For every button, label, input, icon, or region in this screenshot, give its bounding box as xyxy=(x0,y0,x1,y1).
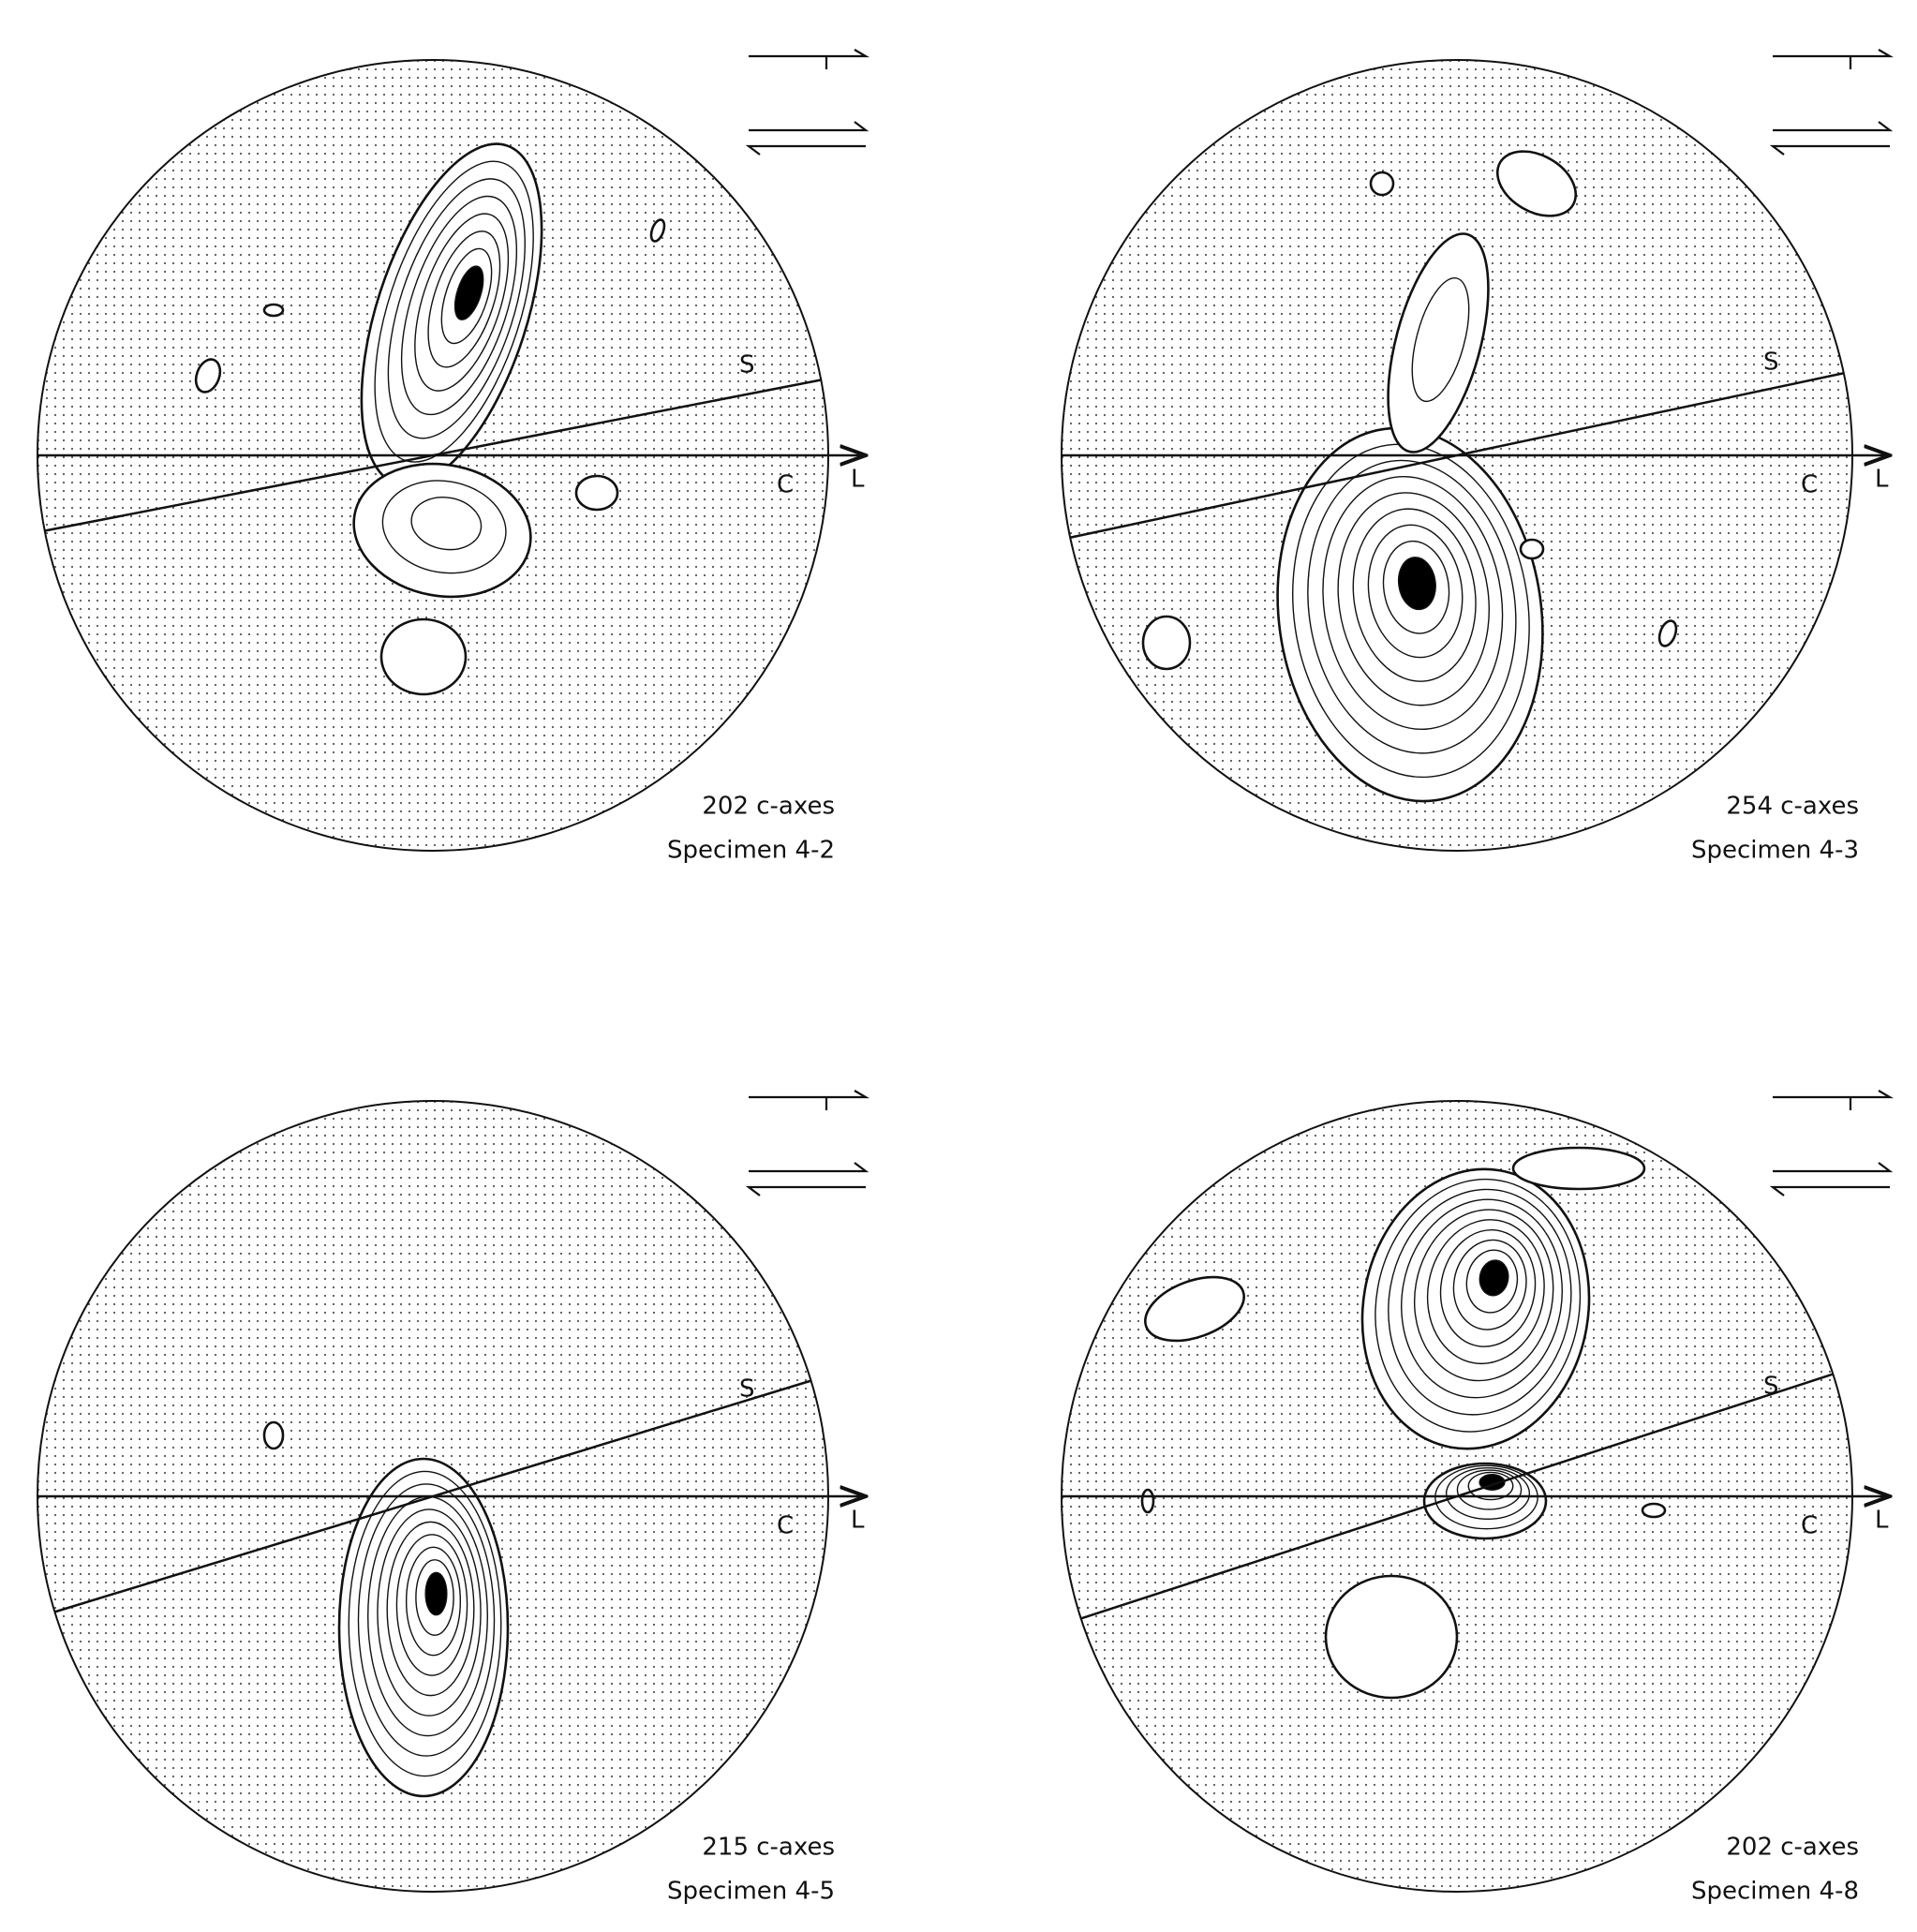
contour xyxy=(574,474,619,512)
contour xyxy=(1397,557,1436,611)
contour xyxy=(410,497,483,551)
s-plane xyxy=(44,379,822,532)
contour xyxy=(381,480,507,574)
shear-sense xyxy=(1769,121,1894,156)
contour xyxy=(1388,1188,1572,1416)
c-label: C xyxy=(1801,1512,1818,1540)
count-label: 254 c-axes xyxy=(1726,793,1859,821)
contour xyxy=(262,1420,285,1450)
contour xyxy=(1641,1502,1667,1519)
contour xyxy=(405,1546,462,1657)
shear-arrow xyxy=(1773,49,1895,69)
contour xyxy=(1413,1209,1554,1382)
contour xyxy=(1382,540,1450,634)
l-label: L xyxy=(1875,466,1889,494)
contour xyxy=(415,1559,454,1636)
contour xyxy=(400,195,518,416)
contour xyxy=(1426,1219,1545,1365)
l-label: L xyxy=(851,466,865,494)
contour xyxy=(1337,492,1490,706)
contour xyxy=(1322,475,1504,731)
s-label: S xyxy=(739,351,755,379)
shear-arrow xyxy=(749,1090,870,1110)
shear-sense xyxy=(745,1162,869,1196)
shear-arrow xyxy=(749,49,870,69)
l-label: L xyxy=(1875,1507,1889,1535)
contour xyxy=(1352,508,1477,682)
contour xyxy=(1369,171,1395,197)
contour xyxy=(440,247,493,345)
contour xyxy=(414,213,510,392)
contour xyxy=(1439,1228,1537,1347)
contour xyxy=(1401,1198,1563,1399)
stereonet: S C L 202 c-axes Specimen 4-2 xyxy=(37,49,870,865)
contour xyxy=(1411,276,1470,403)
contour xyxy=(194,358,222,394)
contour xyxy=(262,303,285,318)
c-label: C xyxy=(777,471,794,499)
contour xyxy=(377,1508,482,1717)
count-label: 202 c-axes xyxy=(1726,1834,1859,1862)
contour xyxy=(424,1571,448,1616)
contour xyxy=(386,1521,475,1697)
count-label: 202 c-axes xyxy=(702,793,835,821)
s-plane xyxy=(1080,1373,1834,1620)
contour xyxy=(1445,1466,1531,1521)
contour xyxy=(1467,1471,1514,1501)
s-label: S xyxy=(1763,349,1779,377)
contour xyxy=(1387,232,1490,453)
contour xyxy=(1479,1259,1509,1297)
contour xyxy=(1456,1469,1523,1510)
stereonet: S C L 202 c-axes Specimen 4-8 xyxy=(1061,1090,1895,1906)
contour xyxy=(1657,619,1678,647)
specimen-label: Specimen 4-2 xyxy=(667,837,835,865)
stereonet: S C L 254 c-axes Specimen 4-3 xyxy=(1061,49,1895,865)
s-label: S xyxy=(739,1375,755,1404)
contour xyxy=(1360,1167,1591,1450)
contour xyxy=(427,230,501,368)
l-label: L xyxy=(851,1507,865,1535)
contour xyxy=(1292,443,1530,779)
shear-sense xyxy=(1769,1162,1894,1196)
contour xyxy=(348,1470,502,1777)
c-label: C xyxy=(777,1512,794,1540)
specimen-label: Specimen 4-8 xyxy=(1691,1878,1859,1906)
s-plane xyxy=(1069,372,1845,539)
specimen-label: Specimen 4-5 xyxy=(667,1878,835,1906)
contour xyxy=(1367,524,1464,659)
c-label: C xyxy=(1801,471,1818,499)
stereonet: S C L 215 c-axes Specimen 4-5 xyxy=(37,1090,870,1906)
count-label: 215 c-axes xyxy=(702,1834,835,1862)
contour xyxy=(395,1534,468,1676)
specimen-label: Specimen 4-3 xyxy=(1691,837,1859,865)
contour xyxy=(387,178,526,439)
shear-arrow xyxy=(1773,1090,1895,1110)
contour xyxy=(1452,1239,1527,1330)
contour xyxy=(357,1483,496,1757)
s-plane xyxy=(54,1379,811,1613)
contour xyxy=(1141,615,1192,671)
contour xyxy=(1375,1178,1582,1433)
contour xyxy=(1422,1462,1548,1540)
contour xyxy=(1495,150,1578,217)
s-label: S xyxy=(1763,1373,1779,1401)
contour xyxy=(649,218,666,243)
contour xyxy=(1465,1249,1519,1314)
contour xyxy=(453,265,484,320)
contour xyxy=(1324,1574,1459,1700)
contour xyxy=(1511,1146,1646,1191)
contour xyxy=(1519,538,1545,560)
shear-sense xyxy=(745,121,869,156)
contour xyxy=(1307,459,1517,754)
contour xyxy=(1140,1488,1155,1514)
contour xyxy=(1144,1275,1245,1343)
contour xyxy=(379,617,468,696)
